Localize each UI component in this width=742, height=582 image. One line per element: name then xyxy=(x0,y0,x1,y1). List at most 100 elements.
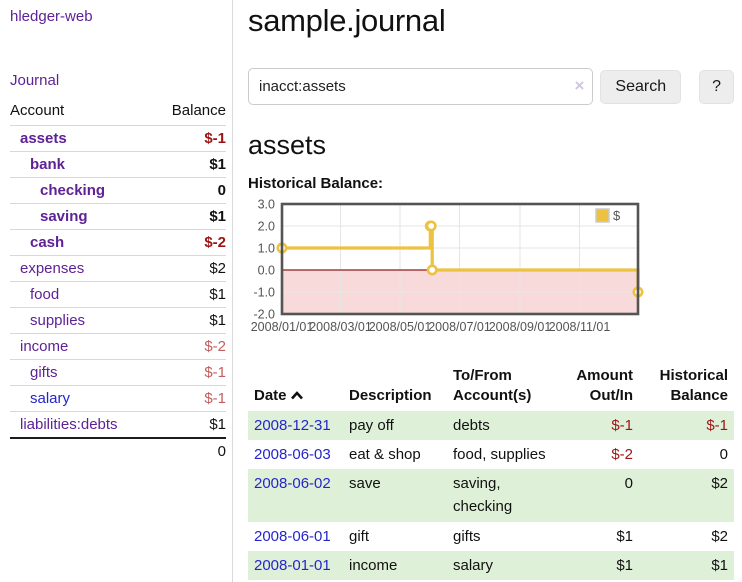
account-row: income $-2 xyxy=(10,333,226,360)
amount-cell: $1 xyxy=(616,527,633,545)
amount-cell: $-1 xyxy=(611,416,633,434)
column-header-date-label: Date xyxy=(254,387,287,405)
legend-swatch xyxy=(595,208,610,223)
date-cell: 2008-06-02 xyxy=(248,469,343,522)
account-balance: $1 xyxy=(209,208,226,225)
chart-svg: $3.0 2.0 1.0 0.0 -1.0 -2.02008/01/012008/03/0… xyxy=(251,198,644,334)
account-row: food $1 xyxy=(10,281,226,308)
account-balance: $1 xyxy=(209,286,226,303)
account-balance: $1 xyxy=(209,416,226,433)
transaction-row: 2008-06-01 gift gifts $1 $2 xyxy=(248,522,734,551)
transaction-date-link[interactable]: 2008-01-01 xyxy=(254,556,331,574)
x-axis-tick-label: 2008/01/01 xyxy=(251,320,314,334)
balance-cell: $1 xyxy=(711,556,728,574)
account-name-cell: checking xyxy=(10,178,154,204)
account-link[interactable]: bank xyxy=(30,156,66,173)
search-box: × xyxy=(248,68,594,105)
account-link[interactable]: assets xyxy=(20,130,67,147)
account-row: cash $-2 xyxy=(10,229,226,256)
account-name-cell: saving xyxy=(10,204,154,230)
account-balance: $-1 xyxy=(204,390,226,407)
clear-search-icon[interactable]: × xyxy=(574,76,585,95)
x-axis-tick-label: 2008/05/01 xyxy=(369,320,432,334)
search-bar: × Search ? xyxy=(248,68,734,105)
accounts-cell: salary xyxy=(453,556,494,574)
account-balance: $-2 xyxy=(204,234,226,251)
account-balance: $-2 xyxy=(204,338,226,355)
account-row: checking 0 xyxy=(10,177,226,204)
x-axis-tick-label: 2008/07/01 xyxy=(428,320,491,334)
account-row: expenses $2 xyxy=(10,255,226,282)
x-axis-tick-label: 2008/11/01 xyxy=(549,320,611,334)
sidebar-item-journal[interactable]: Journal xyxy=(10,72,60,89)
column-header-balance: Historical Balance xyxy=(659,367,728,405)
help-button[interactable]: ? xyxy=(699,69,734,104)
account-row: supplies $1 xyxy=(10,307,226,334)
account-name-cell: bank xyxy=(10,152,154,178)
transaction-date-link[interactable]: 2008-06-03 xyxy=(254,445,331,463)
x-axis-tick-label: 2008/09/01 xyxy=(489,320,552,334)
account-balance: $1 xyxy=(209,156,226,173)
account-link[interactable]: food xyxy=(30,286,60,303)
date-cell: 2008-12-31 xyxy=(248,411,343,440)
account-balance: $-1 xyxy=(204,364,226,381)
account-link[interactable]: saving xyxy=(40,208,88,225)
account-name-cell: salary xyxy=(10,386,154,412)
account-link[interactable]: salary xyxy=(30,390,71,407)
legend-label: $ xyxy=(613,208,621,223)
search-button[interactable]: Search xyxy=(600,69,682,104)
description-cell: save xyxy=(349,475,381,492)
transaction-row: 2008-06-02 save saving, checking 0 $2 xyxy=(248,469,734,522)
account-name-cell: gifts xyxy=(10,360,154,386)
y-axis-tick-label: 1.0 xyxy=(258,242,275,256)
account-name-cell: supplies xyxy=(10,308,154,334)
transaction-row: 2008-06-03 eat & shop food, supplies $-2 0 xyxy=(248,440,734,469)
account-link[interactable]: cash xyxy=(30,234,65,251)
column-header-date[interactable]: Date xyxy=(248,364,343,411)
y-axis-tick-label: -1.0 xyxy=(253,286,275,300)
transactions-table: Date Description To/From Account(s) Amou… xyxy=(248,364,734,580)
app-title-link[interactable]: hledger-web xyxy=(10,8,93,25)
transaction-row: 2008-01-01 income salary $1 $1 xyxy=(248,550,734,580)
data-point-marker xyxy=(425,220,437,232)
transaction-date-link[interactable]: 2008-12-31 xyxy=(254,416,331,434)
accounts-header-balance: Balance xyxy=(171,102,226,119)
date-cell: 2008-01-01 xyxy=(248,551,343,580)
account-balance: 0 xyxy=(217,182,226,199)
accounts-cell: saving, checking xyxy=(453,475,513,516)
accounts-table: Account Balance assets $-1 bank $1 checking 0… xyxy=(10,98,226,464)
accounts-total-row: 0 xyxy=(10,437,226,464)
account-row: gifts $-1 xyxy=(10,359,226,386)
account-link[interactable]: supplies xyxy=(30,312,86,329)
account-name-cell: food xyxy=(10,282,154,308)
account-link[interactable]: income xyxy=(20,338,69,355)
y-axis-tick-label: -2.0 xyxy=(253,308,275,322)
data-point-marker xyxy=(426,264,438,276)
transactions-header-row: Date Description To/From Account(s) Amou… xyxy=(248,364,734,411)
plot-border xyxy=(280,202,640,316)
search-input[interactable] xyxy=(248,68,594,105)
accounts-cell: food, supplies xyxy=(453,445,546,463)
chart-heading: Historical Balance: xyxy=(248,175,384,192)
account-link[interactable]: liabilities:debts xyxy=(20,416,118,433)
account-link[interactable]: gifts xyxy=(30,364,58,381)
accounts-total-spacer xyxy=(10,437,154,464)
account-link[interactable]: expenses xyxy=(20,260,85,277)
column-header-accounts: To/From Account(s) xyxy=(453,367,532,405)
account-name-cell: liabilities:debts xyxy=(10,412,154,439)
balance-cell: $2 xyxy=(711,527,728,545)
account-name-cell: income xyxy=(10,334,154,360)
account-name-cell: expenses xyxy=(10,256,154,282)
description-cell: eat & shop xyxy=(349,445,421,463)
transaction-date-link[interactable]: 2008-06-02 xyxy=(254,475,331,492)
balance-cell: $2 xyxy=(711,475,728,492)
accounts-cell: gifts xyxy=(453,527,481,545)
main-content: sample.journal × Search ? assets Histori… xyxy=(234,0,742,580)
description-cell: income xyxy=(349,556,398,574)
page-title: sample.journal xyxy=(248,3,446,38)
transaction-date-link[interactable]: 2008-06-01 xyxy=(254,527,331,545)
accounts-header-account: Account xyxy=(10,102,65,119)
account-link[interactable]: checking xyxy=(40,182,106,199)
balance-cell: 0 xyxy=(719,445,728,463)
account-balance: $2 xyxy=(209,260,226,277)
